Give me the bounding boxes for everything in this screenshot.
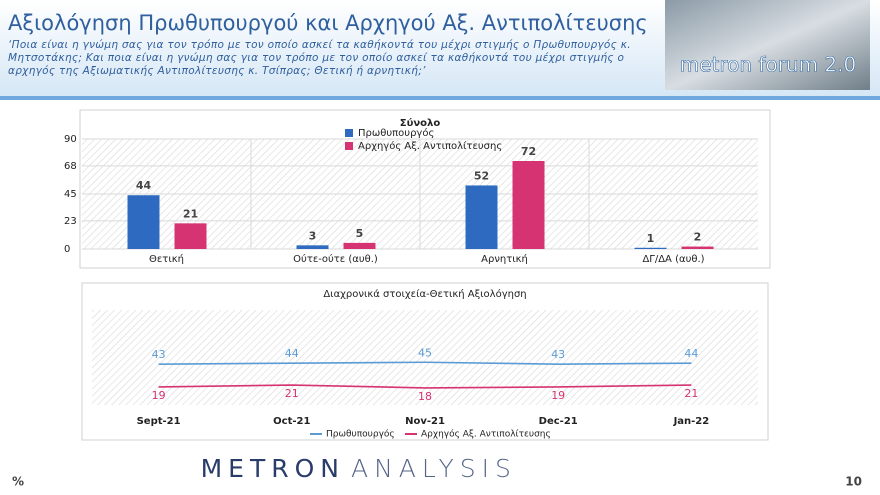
data-label: 21	[285, 387, 299, 400]
data-label: 43	[551, 348, 565, 361]
y-tick-label: 68	[64, 161, 77, 172]
bar	[127, 195, 160, 249]
x-tick-label: Dec-21	[539, 416, 578, 427]
x-tick-label: Θετική	[149, 253, 184, 265]
bar	[343, 242, 376, 249]
legend-swatch	[345, 129, 353, 137]
data-label: 19	[551, 389, 565, 402]
data-label: 18	[418, 390, 432, 403]
y-tick-label: 23	[64, 216, 77, 227]
legend-swatch	[345, 142, 353, 150]
data-label: 21	[183, 207, 198, 220]
x-tick-label: Αρνητική	[481, 253, 528, 265]
data-label: 5	[356, 227, 364, 240]
data-label: 1	[647, 232, 655, 245]
series-line	[158, 361, 692, 365]
data-label: 2	[694, 231, 702, 244]
bar	[634, 247, 667, 249]
data-label: 52	[474, 169, 489, 182]
brand: ANALYSIS	[351, 454, 517, 483]
data-label: 44	[684, 347, 698, 360]
y-tick-label: 90	[64, 134, 77, 145]
page-number: 10	[845, 475, 862, 489]
x-tick-label: Nov-21	[405, 416, 445, 427]
x-tick-label: Jan-22	[673, 416, 710, 427]
data-label: 19	[152, 389, 166, 402]
unit-note: %	[12, 475, 24, 489]
y-tick-label: 45	[64, 189, 77, 200]
x-tick-label: Oct-21	[273, 416, 310, 427]
chart-title: Σύνολο	[400, 117, 441, 129]
bar	[512, 161, 545, 249]
legend-label: Πρωθυπουργός	[358, 127, 434, 139]
bar	[174, 223, 207, 249]
page-title: Αξιολόγηση Πρωθυπουργού και Αρχηγού Αξ. …	[8, 11, 648, 35]
bar	[296, 245, 329, 249]
x-tick-label: Ούτε-ούτε (αυθ.)	[293, 253, 378, 265]
y-tick-label: 0	[64, 244, 70, 255]
logo-image	[665, 0, 870, 90]
x-tick-label: Sept-21	[137, 416, 181, 427]
data-label: 72	[521, 145, 536, 158]
chart-title: Διαχρονικά στοιχεία-Θετική Αξιολόγηση	[323, 288, 526, 300]
data-label: 45	[418, 346, 432, 359]
legend-label: Πρωθυπουργός	[326, 429, 395, 440]
plot-area	[92, 310, 758, 405]
logo-text: metron forum 2.0	[680, 53, 857, 77]
series-line	[158, 384, 692, 389]
x-tick-label: ΔΓ/ΔΑ (αυθ.)	[642, 254, 704, 265]
data-label: 43	[152, 348, 166, 361]
data-label: 21	[684, 387, 698, 400]
bar	[465, 185, 498, 249]
header-rule	[0, 96, 880, 100]
bar	[681, 246, 714, 249]
brand: METRON	[201, 454, 345, 483]
data-label: 44	[136, 179, 152, 192]
legend-label: Αρχηγός Αξ. Αντιπολίτευσης	[358, 140, 502, 152]
data-label: 44	[285, 347, 299, 360]
question-text: ‘Ποια είναι η γνώμη σας για τον τρόπο με…	[8, 39, 631, 77]
data-label: 3	[309, 229, 317, 242]
legend-label: Αρχηγός Αξ. Αντιπολίτευσης	[421, 429, 551, 440]
